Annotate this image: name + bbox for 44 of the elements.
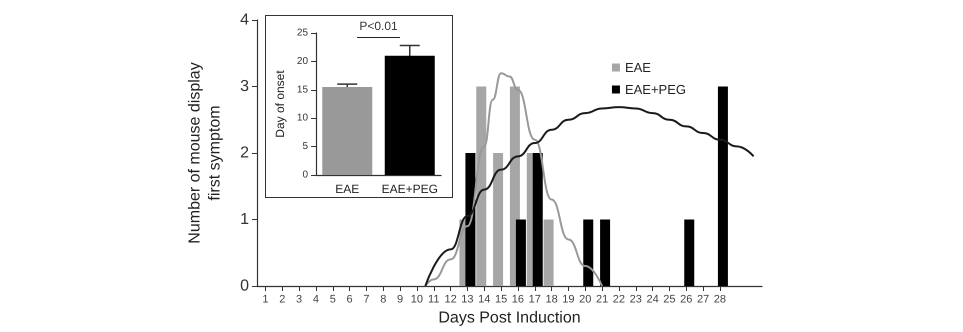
- x-tick-label: 16: [512, 294, 524, 306]
- x-tick-label: 21: [596, 294, 608, 306]
- x-tick-label: 19: [562, 294, 575, 306]
- x-tick-label: 22: [612, 294, 626, 306]
- x-tick-label: 4: [312, 294, 319, 306]
- x-tick-label: 7: [363, 294, 370, 306]
- y-tick-label: 0: [302, 170, 308, 180]
- x-tick-label: 13: [461, 294, 474, 306]
- x-tick-label: 6: [346, 294, 353, 306]
- x-tick-label: 28: [714, 294, 726, 306]
- annotation: P<0.01: [359, 19, 398, 33]
- legend-label: EAE+PEG: [624, 82, 686, 97]
- y-tick-label: 0: [240, 278, 250, 294]
- y-tick-label: 3: [240, 78, 250, 95]
- x-tick-label: 12: [444, 294, 457, 306]
- y-tick-label: 4: [240, 12, 250, 28]
- x-tick-label: 24: [646, 294, 659, 306]
- x-axis-title: Days Post Induction: [438, 310, 581, 326]
- x-tick-label: 20: [579, 294, 592, 306]
- x-tick-label: 1: [262, 294, 268, 306]
- x-tick-label: 26: [680, 294, 692, 306]
- y-tick-label: 20: [296, 56, 308, 67]
- x-tick-label: 11: [428, 294, 440, 306]
- x-tick-label: 18: [545, 294, 558, 306]
- y-tick-label: 5: [302, 141, 308, 152]
- x-tick-label: 14: [478, 294, 490, 306]
- x-tick-label: 17: [528, 294, 541, 306]
- y-tick-label: 15: [296, 84, 308, 96]
- y-tick-label: 1: [240, 211, 250, 228]
- x-tick-label: 27: [696, 294, 710, 306]
- y-tick-label: 25: [296, 28, 308, 38]
- x-tick-label: 10: [410, 294, 424, 306]
- x-tick-label: 23: [630, 294, 642, 306]
- x-tick-label: 9: [397, 294, 404, 306]
- x-tick-label: 15: [494, 294, 508, 306]
- y-axis-title: Number of mouse display first symptom: [186, 62, 224, 244]
- x-tick-label: 5: [330, 294, 336, 306]
- x-tick-label: 2: [279, 294, 286, 306]
- y-tick-label: 10: [296, 112, 308, 124]
- y-tick-label: 2: [240, 144, 250, 162]
- y-axis-title: Day of onset: [273, 70, 287, 138]
- x-tick-label: 8: [380, 294, 386, 306]
- x-tick-label: 25: [663, 294, 676, 306]
- legend-label: EAE: [624, 60, 652, 75]
